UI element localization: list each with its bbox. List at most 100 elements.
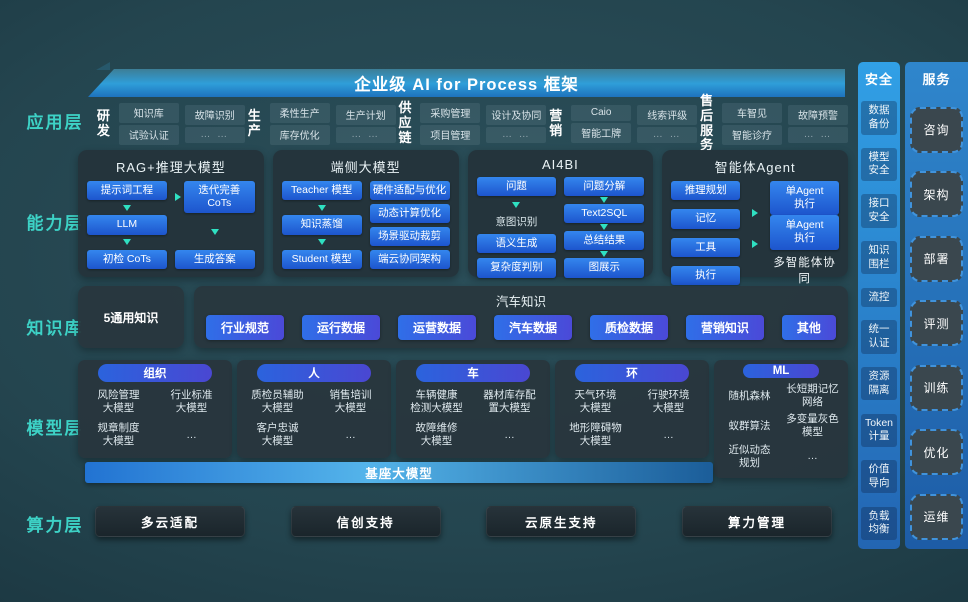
app-group-name: 售后 服务 [700,92,714,153]
app-group-rnd: 研发 知识库 试验认证 故障识别 … … [94,102,245,145]
app-group-name: 生产 [247,107,261,138]
model-group-cards: 组织 风险管理 大模型 行业标准 大模型 规章制度 大模型 … 人 质检员辅助 … [78,360,848,478]
app-feature-cell-more: … … [486,126,547,143]
model-item-more: … [186,428,197,441]
cap-card-title: AI4BI [541,157,579,172]
knowledge-pill: 行业规范 [206,315,285,340]
app-group-after-sales: 售后 服务 车智见 智能诊疗 故障预警 … … [697,92,848,154]
app-feature-box: 设计及协同 … … [486,104,547,143]
app-feature-box: Caio 智能工牌 [571,104,632,143]
ai4bi-step-semantic: 语义生成 [476,234,557,254]
edge-step-student: Student 模型 [281,249,362,269]
agent-multi-caption: 多智能体协同 [773,256,836,285]
app-feature-cell: 生产计划 [335,104,396,125]
compute-item-cloudnative: 云原生支持 [486,506,637,537]
agent-part-tools: 工具 [671,237,741,258]
service-item: 训练 [910,364,963,411]
app-feature-cell: 线索评级 [637,104,698,125]
knowledge-pill: 运行数据 [301,315,380,340]
banner-fold-decoration [96,62,110,70]
auto-knowledge-title: 汽车知识 [495,295,546,309]
app-feature-cell-more: … … [787,126,848,143]
model-card-environment: 环 天气环境 大模型 行驶环境 大模型 地形障碍物 大模型 … [555,360,709,458]
security-column: 安全 数据 备份 模型 安全 接口 安全 知识 围栏 流控 统一 认证 资源 隔… [858,62,900,549]
model-item-grid: 风险管理 大模型 行业标准 大模型 规章制度 大模型 … [82,385,228,452]
app-feature-cell: 智能诊疗 [721,124,782,145]
app-group-name: 研发 [96,107,110,138]
knowledge-pill: 营销知识 [685,315,764,340]
model-item-grid: 车辆健康 检测大模型 器材库存配 置大模型 故障维修 大模型 … [400,385,546,452]
edge-feature-cloud-collab: 端云协同架构 [369,249,450,269]
model-item: 规章制度 大模型 [97,422,140,448]
cap-column-left: 提示词工程 LLM 初检 CoTs [87,181,167,269]
capability-layer-row: RAG+推理大模型 提示词工程 LLM 初检 CoTs 迭代完善 CoTs 生成… [78,150,848,286]
model-item: 器材库存配 置大模型 [483,388,536,414]
arrow-down-icon [122,204,131,211]
model-item: 多变量灰色 模型 [786,413,839,439]
application-layer-row: 研发 知识库 试验认证 故障识别 … … 生产 柔性生产 库存优化 生产计划 …… [94,93,848,152]
service-item: 优化 [910,429,963,476]
general-knowledge-box: 5通用知识 [78,286,184,348]
security-item: 模型 安全 [861,147,897,182]
model-card-ml: ML 随机森林 长短期记忆 网络 蚁群算法 多变量灰色 模型 近似动态 规划 … [714,360,848,478]
rag-step-initial-cots: 初检 CoTs [87,249,167,269]
service-item: 评测 [910,300,963,347]
arrow-right-icon [752,239,759,248]
arrow-down-icon [122,239,131,246]
model-card-vehicle: 车 车辆健康 检测大模型 器材库存配 置大模型 故障维修 大模型 … [396,360,550,458]
service-column-title: 服务 [922,72,951,87]
framework-banner: 企业级 AI for Process 框架 [88,69,845,97]
app-feature-cell: 故障预警 [787,104,848,125]
agent-connector [748,181,762,286]
model-card-organization: 组织 风险管理 大模型 行业标准 大模型 规章制度 大模型 … [78,360,232,458]
model-pill-header: 组织 [98,364,212,382]
ai4bi-step-text2sql: Text2SQL [564,204,645,224]
edge-feature-scene-pruning: 场景驱动裁剪 [369,226,450,247]
app-feature-cell-more: … … [184,126,245,143]
app-feature-cell: 项目管理 [420,124,481,145]
agent-single-exec-2: 单Agent 执行 [770,215,839,250]
rag-step-prompt: 提示词工程 [87,181,167,201]
rag-step-answer: 生成答案 [174,249,255,269]
compute-item-management: 算力管理 [681,506,832,537]
compute-item-multicloud: 多云适配 [95,506,245,537]
cap-card-agent: 智能体Agent 推理规划 记忆 工具 执行 单Agent 执行 单Agent … [662,150,848,286]
app-feature-cell: 采购管理 [420,102,481,123]
knowledge-pill: 运营数据 [397,315,476,340]
model-item: 销售培训 大模型 [329,388,372,414]
model-item-more: … [504,428,515,441]
edge-step-teacher: Teacher 模型 [281,181,362,201]
model-pill-header: 车 [416,364,530,382]
layer-label-knowledge: 知识库 [26,319,84,338]
cap-card-title: 智能体Agent [714,160,796,175]
layer-label-application: 应用层 [26,113,84,132]
framework-title: 企业级 AI for Process 框架 [354,76,579,94]
cap-card-rag: RAG+推理大模型 提示词工程 LLM 初检 CoTs 迭代完善 CoTs 生成… [78,150,264,277]
arrow-down-icon [600,197,609,204]
cap-column-right: 硬件适配与优化 动态计算优化 场景驱动裁剪 端云协同架构 [369,181,450,269]
model-item: 故障维修 大模型 [415,422,458,448]
model-card-people: 人 质检员辅助 大模型 销售培训 大模型 客户忠诚 大模型 … [237,360,391,458]
model-item: 随机森林 [728,389,771,402]
cap-card-body: Teacher 模型 知识蒸馏 Student 模型 硬件适配与优化 动态计算优… [281,181,450,269]
arrow-down-icon [600,224,609,231]
ai4bi-step-summarize: 总结结果 [564,231,645,251]
model-item-grid: 质检员辅助 大模型 销售培训 大模型 客户忠诚 大模型 … [241,385,387,452]
app-feature-cell: 故障识别 [184,104,245,125]
security-item: Token 计量 [861,413,897,447]
arrow-right-icon [174,193,181,202]
model-item: 质检员辅助 大模型 [251,388,304,414]
compute-item-xinchuang: 信创支持 [290,506,441,537]
service-column: 服务 咨询 架构 部署 评测 训练 优化 运维 [905,62,968,549]
ai4bi-step-complexity: 复杂度判别 [476,258,557,278]
app-feature-box: 知识库 试验认证 [118,102,179,145]
model-layer-row: 组织 风险管理 大模型 行业标准 大模型 规章制度 大模型 … 人 质检员辅助 … [78,360,848,484]
app-group-marketing: 营销 Caio 智能工牌 线索评级 … … [546,104,698,143]
knowledge-pill: 汽车数据 [493,315,572,340]
security-column-title: 安全 [864,72,893,87]
model-item: 天气环境 大模型 [574,388,617,414]
model-item: 车辆健康 检测大模型 [410,388,463,414]
model-item: 客户忠诚 大模型 [256,422,299,448]
edge-feature-dynamic-compute: 动态计算优化 [369,203,450,224]
